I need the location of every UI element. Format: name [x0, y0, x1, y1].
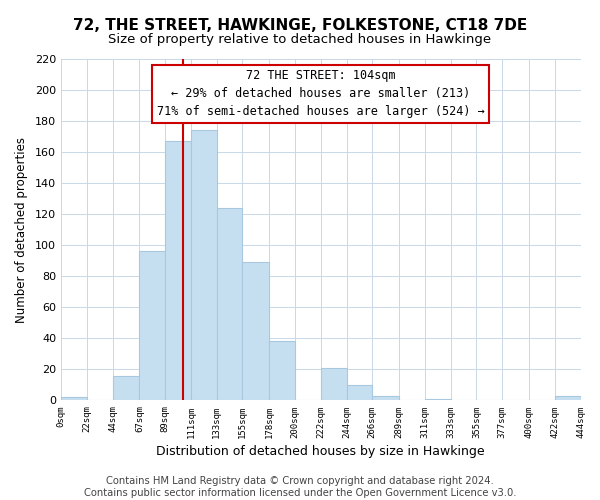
Bar	[372, 396, 399, 400]
Bar	[425, 399, 451, 400]
Text: Contains HM Land Registry data © Crown copyright and database right 2024.
Contai: Contains HM Land Registry data © Crown c…	[84, 476, 516, 498]
X-axis label: Distribution of detached houses by size in Hawkinge: Distribution of detached houses by size …	[157, 444, 485, 458]
Bar	[269, 342, 295, 400]
Bar	[191, 130, 217, 400]
Y-axis label: Number of detached properties: Number of detached properties	[15, 136, 28, 322]
Bar	[61, 398, 87, 400]
Bar	[321, 368, 347, 400]
Text: 72 THE STREET: 104sqm
← 29% of detached houses are smaller (213)
71% of semi-det: 72 THE STREET: 104sqm ← 29% of detached …	[157, 69, 485, 118]
Bar	[139, 252, 165, 400]
Bar	[347, 385, 372, 400]
Text: Size of property relative to detached houses in Hawkinge: Size of property relative to detached ho…	[109, 32, 491, 46]
Bar	[242, 262, 269, 400]
Bar	[555, 396, 581, 400]
Bar	[217, 208, 242, 400]
Bar	[113, 376, 139, 400]
Bar	[165, 142, 191, 400]
Text: 72, THE STREET, HAWKINGE, FOLKESTONE, CT18 7DE: 72, THE STREET, HAWKINGE, FOLKESTONE, CT…	[73, 18, 527, 32]
